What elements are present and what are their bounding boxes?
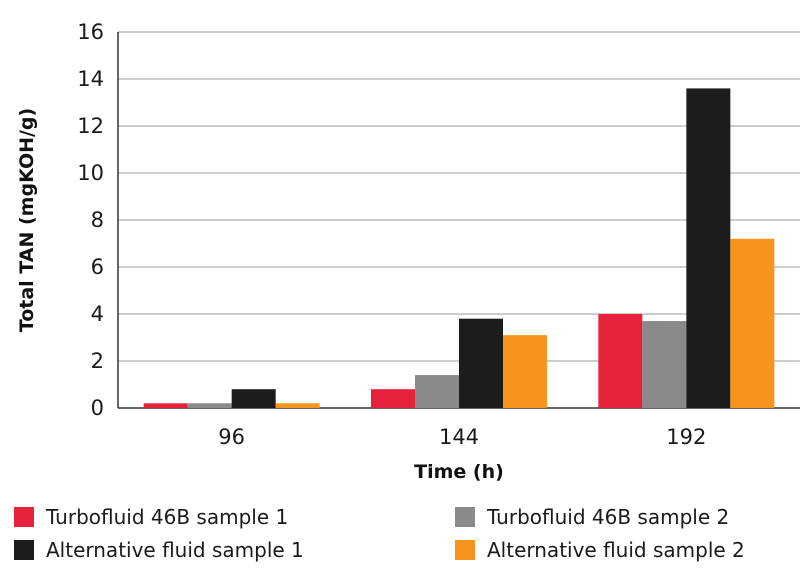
legend-item-alternative-fluid-sample-2: Alternative fluid sample 2: [455, 535, 745, 565]
x-axis-title: Time (h): [414, 461, 504, 483]
bar: [415, 375, 459, 408]
legend-item-turbofluid-46b-sample-1: Turbofluid 46B sample 1: [14, 502, 288, 532]
legend-label: Turbofluid 46B sample 1: [46, 505, 289, 529]
bar: [371, 389, 415, 408]
bar: [275, 403, 320, 408]
bars: [143, 88, 775, 409]
legend-swatch: [455, 540, 475, 560]
bar-chart: 0 2 4 6 8 10 12 14 16 96 144 192 Total TAN (mgKOH/…: [16, 20, 800, 483]
x-axis-ticks: 96 144 192: [218, 425, 706, 449]
legend: Turbofluid 46B sample 1 Turbofluid 46B s…: [0, 498, 809, 568]
y-tick-label: 4: [91, 302, 104, 326]
legend-item-turbofluid-46b-sample-2: Turbofluid 46B sample 2: [455, 502, 729, 532]
x-tick-label: 144: [439, 425, 479, 449]
bar: [598, 314, 643, 408]
bar: [459, 318, 503, 408]
legend-swatch: [14, 540, 34, 560]
legend-swatch: [14, 507, 34, 527]
y-tick-label: 8: [91, 208, 104, 232]
legend-swatch: [455, 507, 475, 527]
y-axis-ticks: 0 2 4 6 8 10 12 14 16: [77, 20, 104, 420]
legend-label: Alternative fluid sample 1: [46, 538, 304, 562]
y-axis-title: Total TAN (mgKOH/g): [16, 108, 38, 332]
legend-label: Turbofluid 46B sample 2: [487, 505, 730, 529]
y-tick-label: 12: [77, 114, 104, 138]
y-tick-label: 2: [91, 349, 104, 373]
legend-label: Alternative fluid sample 2: [487, 538, 745, 562]
grid-lines: [117, 31, 800, 409]
x-tick-label: 192: [666, 425, 706, 449]
bar: [231, 389, 276, 408]
y-tick-label: 10: [77, 161, 104, 185]
y-tick-label: 14: [77, 67, 104, 91]
y-tick-label: 6: [91, 255, 104, 279]
bar: [187, 403, 232, 408]
bar: [503, 335, 547, 408]
bar: [143, 403, 188, 408]
bar: [686, 88, 731, 409]
legend-item-alternative-fluid-sample-1: Alternative fluid sample 1: [14, 535, 304, 565]
bar: [642, 321, 687, 408]
bar: [730, 238, 775, 408]
x-tick-label: 96: [218, 425, 245, 449]
y-tick-label: 0: [91, 396, 104, 420]
y-tick-label: 16: [77, 20, 104, 44]
